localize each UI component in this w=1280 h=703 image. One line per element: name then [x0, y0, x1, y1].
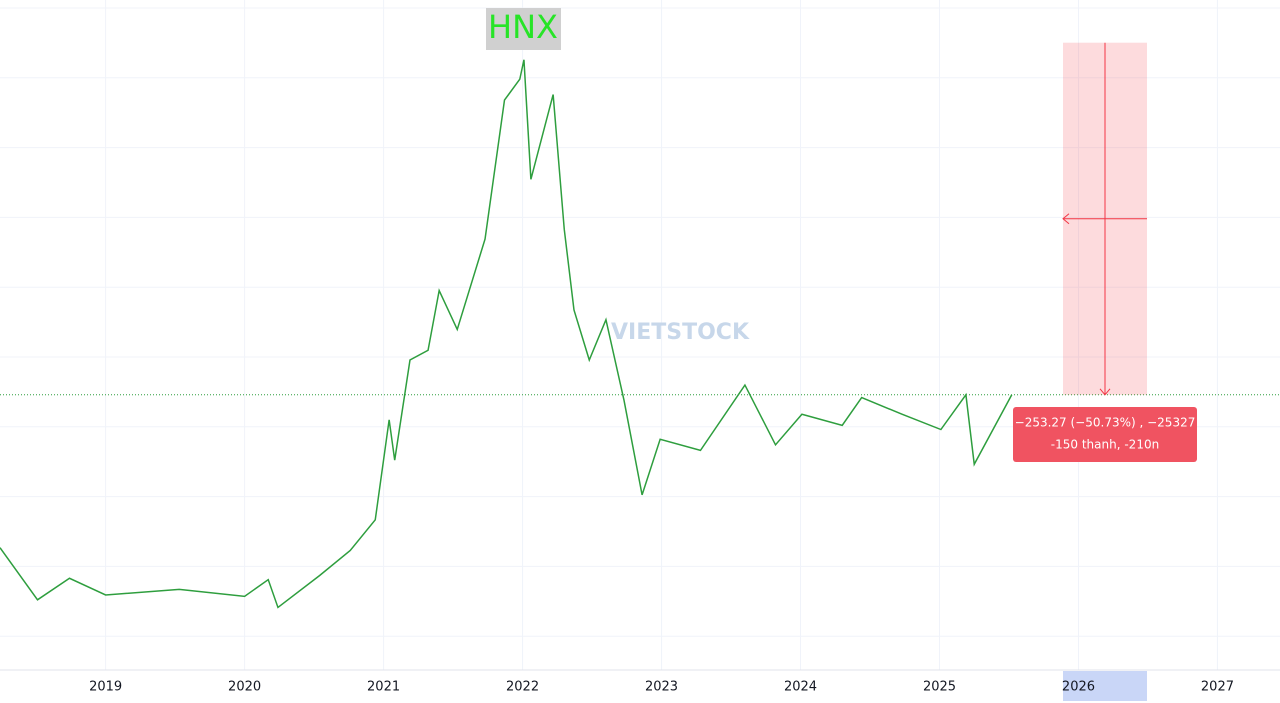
x-tick-label: 2025 [923, 680, 956, 695]
x-tick-label: 2020 [228, 680, 261, 695]
measure-arrow [1099, 388, 1111, 396]
measure-label: -150 thanh, -210n [1051, 438, 1159, 452]
x-tick-label: 2026 [1062, 680, 1095, 695]
x-tick-label: 2023 [645, 680, 678, 695]
measure-label-box [1013, 407, 1197, 462]
grid [0, 0, 1280, 670]
measure-label: −253.27 (−50.73%) , −25327 [1015, 416, 1196, 430]
x-tick-label: 2022 [506, 680, 539, 695]
x-tick-label: 2019 [89, 680, 122, 695]
watermark: VIETSTOCK [611, 320, 750, 345]
x-highlight [1063, 671, 1147, 701]
x-tick-label: 2024 [784, 680, 817, 695]
chart-title: HNX [488, 8, 558, 46]
price-line [0, 59, 1013, 609]
measure-h-arrow [1062, 213, 1070, 225]
x-tick-label: 2027 [1201, 680, 1234, 695]
x-tick-label: 2021 [367, 680, 400, 695]
title-box [486, 8, 561, 50]
